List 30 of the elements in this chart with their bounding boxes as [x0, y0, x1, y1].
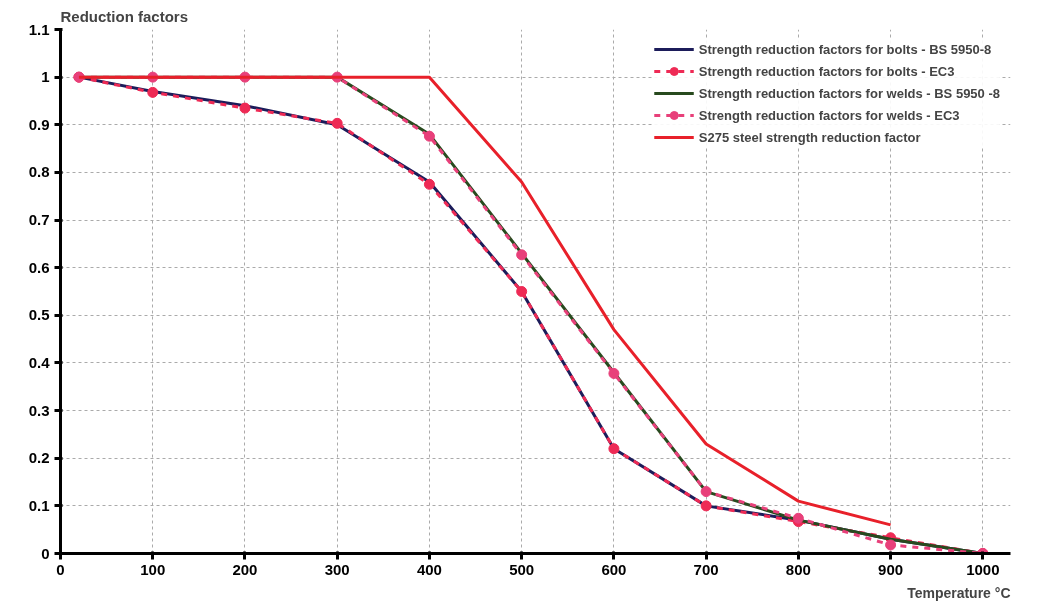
- legend-label: Strength reduction factors for bolts - BS 5950-8: [698, 41, 992, 57]
- x-tick-label: 200: [232, 560, 258, 578]
- legend-label: Strength reduction factors for welds - EC3: [698, 107, 960, 123]
- x-axis-title: Temperature °C: [907, 584, 1011, 601]
- x-tick-label: 600: [601, 560, 627, 578]
- x-tick-label: 800: [785, 560, 811, 578]
- y-tick-label: 0.9: [28, 115, 50, 133]
- y-tick-label: 0.3: [28, 401, 50, 419]
- y-tick-label: 1.1: [28, 20, 50, 38]
- legend-label: Strength reduction factors for bolts - EC3: [698, 63, 955, 79]
- y-axis-title: Reduction factors: [60, 7, 189, 25]
- y-tick-label: 0.4: [28, 353, 51, 371]
- x-tick-label: 500: [509, 560, 535, 578]
- legend-label: Strength reduction factors for welds - BS 5950 -8: [698, 85, 1000, 101]
- y-tick-label: 0.5: [28, 306, 50, 324]
- x-tick-label: 700: [693, 560, 719, 578]
- y-tick-label: 0.2: [28, 449, 50, 467]
- y-tick-label: 0.7: [28, 211, 50, 229]
- x-tick-label: 900: [878, 560, 904, 578]
- y-tick-label: 0.1: [28, 496, 50, 514]
- legend-label: S275 steel strength reduction factor: [698, 129, 921, 145]
- x-tick-label: 300: [324, 560, 350, 578]
- y-tick-label: 0.6: [28, 258, 50, 276]
- y-tick-label: 0: [41, 544, 50, 562]
- y-tick-label: 1: [41, 68, 50, 86]
- x-tick-label: 100: [140, 560, 166, 578]
- x-tick-label: 400: [416, 560, 442, 578]
- y-tick-label: 0.8: [28, 163, 50, 181]
- x-tick-label: 0: [56, 560, 65, 578]
- x-tick-label: 1000: [966, 560, 1000, 578]
